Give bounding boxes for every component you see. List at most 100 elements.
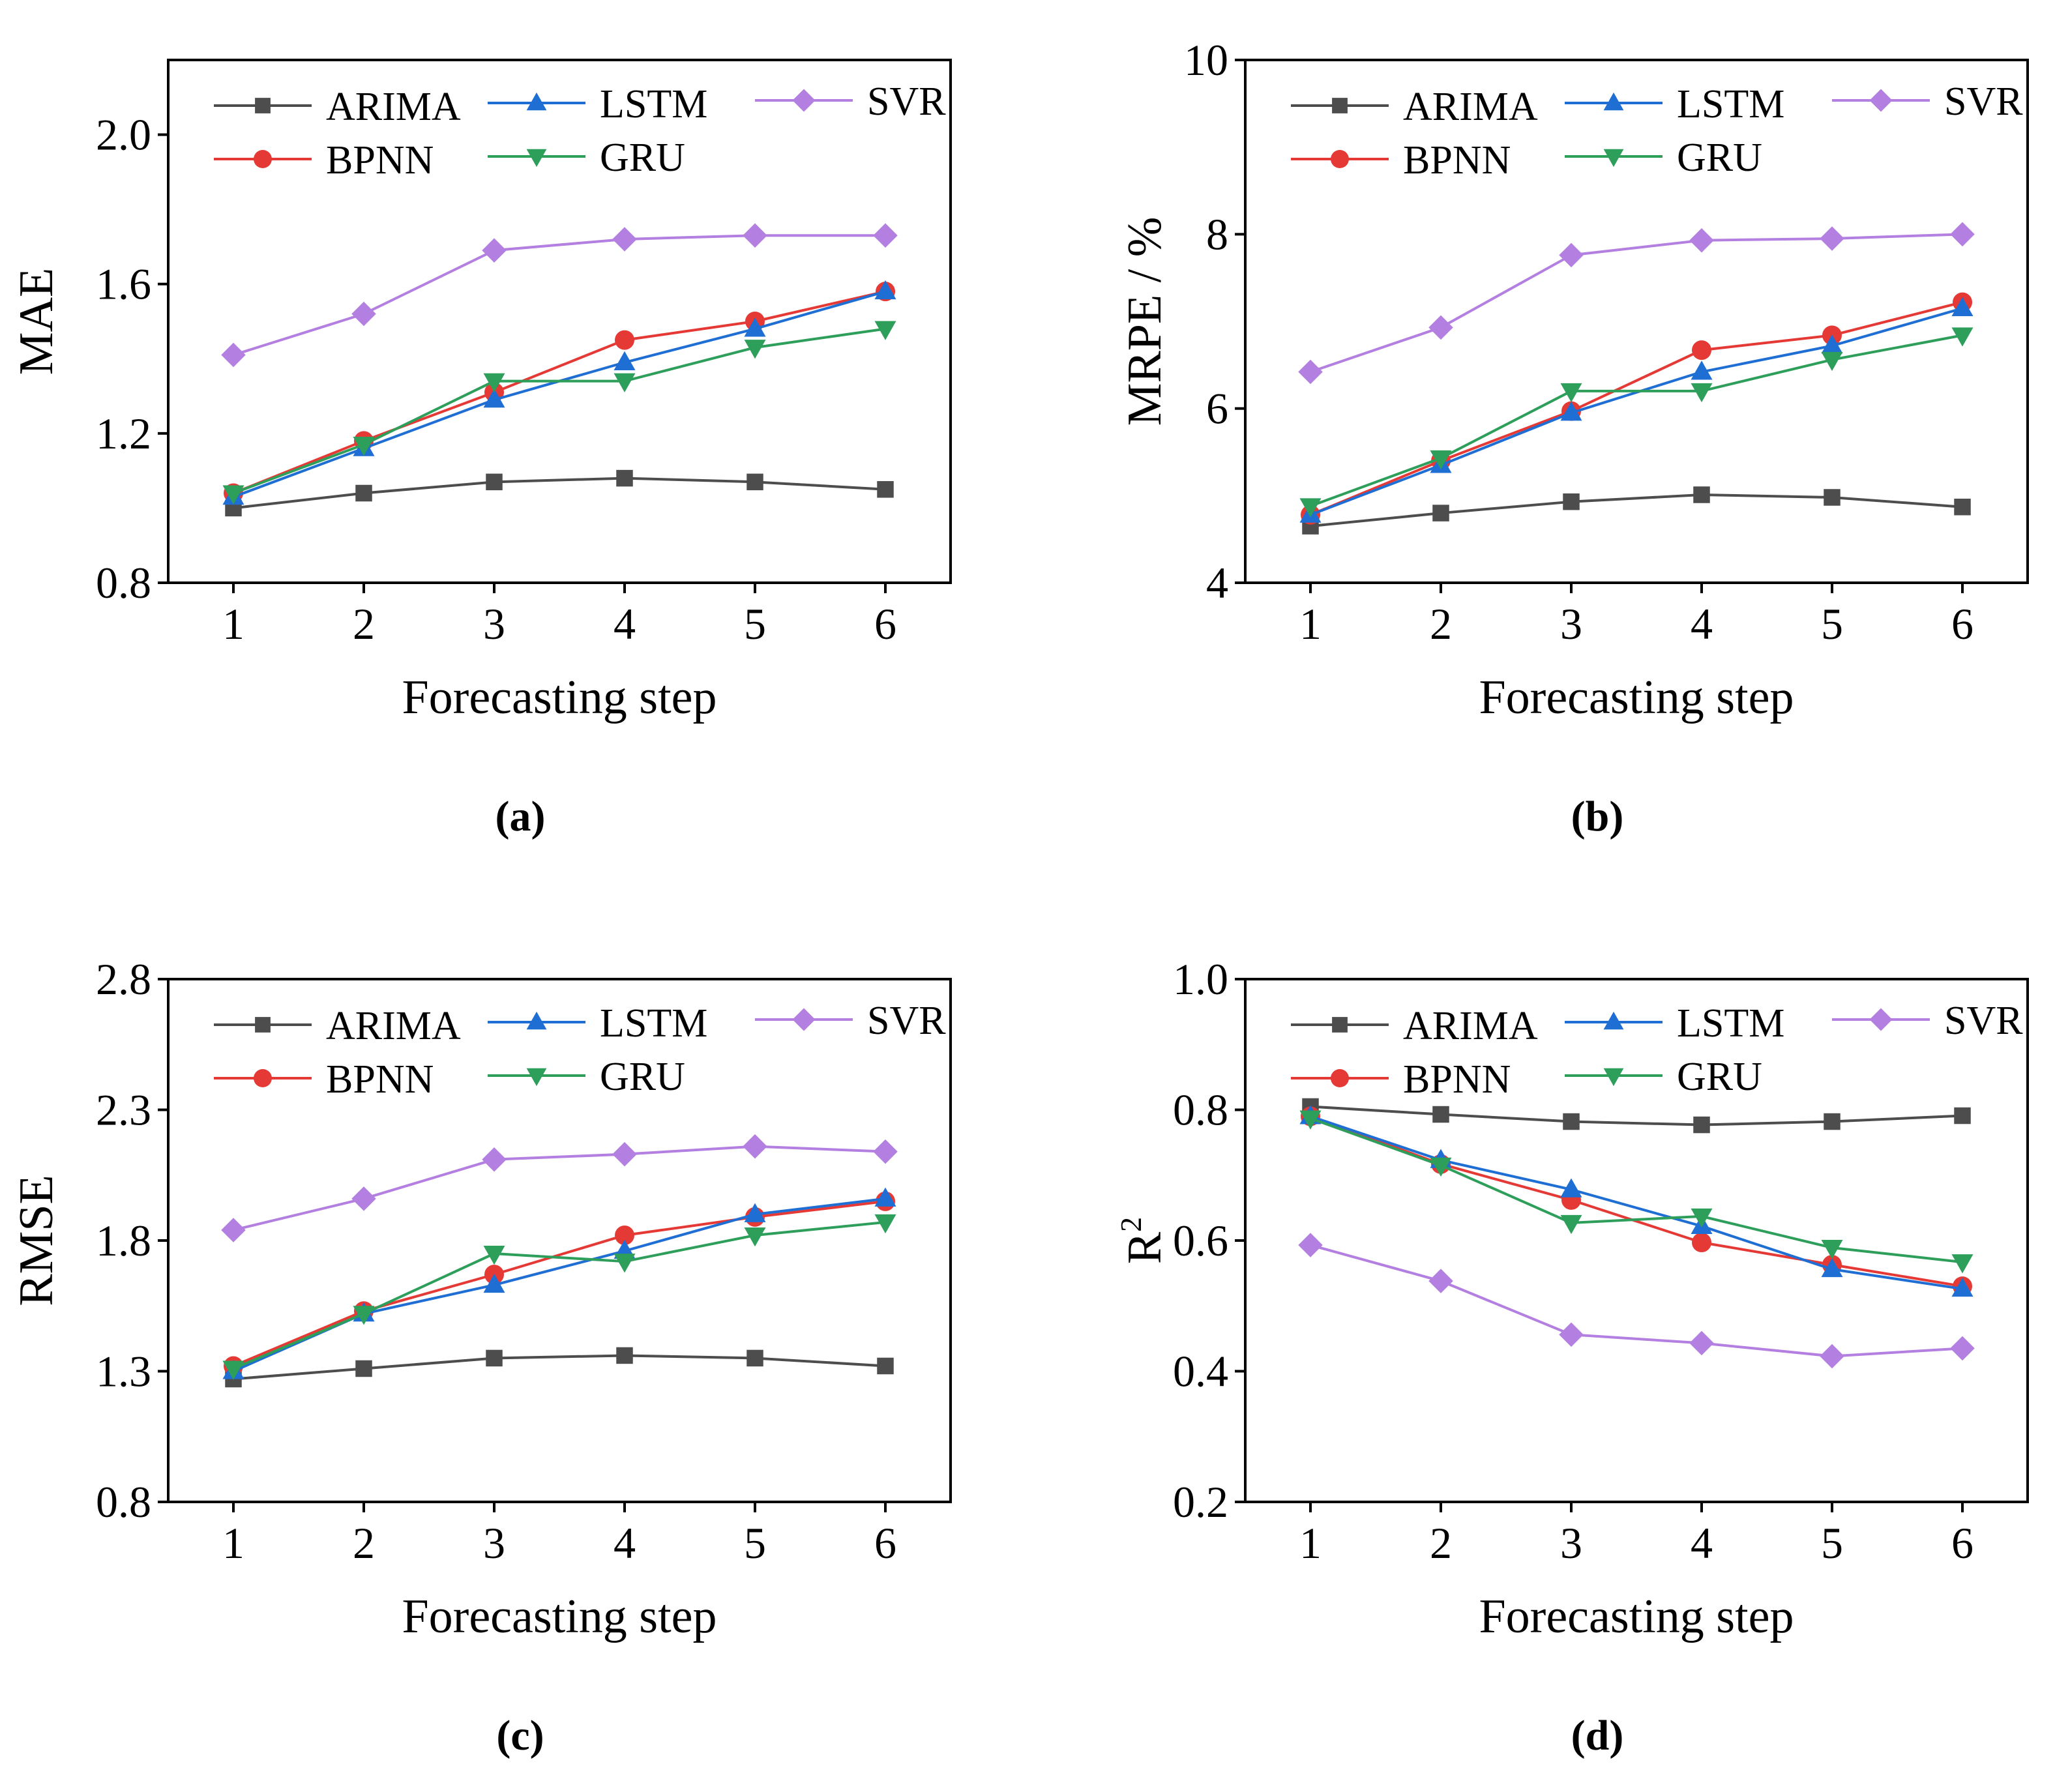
- legend: ARIMA BPNN LSTM GRU SVR: [214, 80, 946, 183]
- data-point: [1560, 1214, 1582, 1235]
- data-point: [483, 389, 505, 408]
- plot-frame: [167, 978, 952, 1503]
- x-tick-label: 4: [614, 1518, 636, 1568]
- chart-panel-a: 0.8 1.2 1.6 2.0 1 2 3 4 5 6 Forecasting step MAE (a)…: [10, 59, 952, 840]
- x-tick-label: 4: [1691, 599, 1713, 649]
- data-point: [1691, 383, 1713, 403]
- legend-item-lstm: LSTM: [1565, 82, 1784, 126]
- data-point: [1430, 1157, 1452, 1177]
- legend-marker: [1332, 98, 1348, 113]
- series-bpnn: [1301, 1106, 1972, 1297]
- data-point: [482, 1147, 507, 1172]
- y-tick-label: 0.8: [96, 558, 151, 608]
- series-gru: [222, 1214, 896, 1380]
- data-point: [614, 1254, 636, 1273]
- data-point: [1563, 1113, 1580, 1130]
- y-tick-label: 2.3: [96, 1085, 151, 1135]
- series-gru: [222, 321, 896, 505]
- series-bpnn: [224, 1191, 895, 1376]
- legend-marker: [1332, 1017, 1348, 1033]
- series-line: [1310, 1117, 1963, 1264]
- x-axis-title: Forecasting step: [1479, 671, 1794, 724]
- legend-label: ARIMA: [326, 85, 461, 129]
- y-axis-title: MAE: [10, 268, 63, 375]
- legend-marker: [255, 98, 271, 113]
- data-point: [616, 469, 633, 487]
- x-tick-label: 1: [1299, 599, 1322, 649]
- y-tick-label: 6: [1206, 384, 1228, 433]
- data-point: [1820, 226, 1844, 251]
- legend-label: ARIMA: [326, 1004, 461, 1048]
- plot-frame: [167, 59, 952, 584]
- series-line: [1310, 334, 1963, 508]
- x-axis-title: Forecasting step: [402, 1590, 717, 1643]
- series-bpnn: [224, 282, 895, 503]
- series-line: [1310, 1244, 1963, 1358]
- series-gru: [1299, 1110, 1974, 1274]
- data-point: [353, 1306, 375, 1325]
- data-point: [1692, 340, 1711, 360]
- data-point: [612, 1141, 637, 1167]
- legend-label: GRU: [1677, 1055, 1762, 1099]
- x-tick-label: 5: [744, 599, 766, 649]
- legend-label: GRU: [600, 1055, 685, 1099]
- legend-marker: [254, 150, 272, 168]
- legend-label: BPNN: [1403, 138, 1511, 183]
- y-axis-title-superscript: 2: [1114, 1217, 1147, 1232]
- data-point: [874, 1214, 896, 1234]
- legend-marker: [1869, 89, 1893, 112]
- data-point: [612, 227, 637, 252]
- y-tick-label: 1.6: [96, 259, 151, 309]
- data-point: [1820, 1344, 1844, 1369]
- series-line: [233, 1145, 886, 1231]
- data-point: [744, 317, 766, 337]
- legend-item-arima: ARIMA: [214, 85, 461, 129]
- legend-label: LSTM: [1677, 1001, 1784, 1046]
- legend-marker: [1603, 92, 1624, 111]
- data-point: [1821, 334, 1843, 354]
- data-point: [1299, 498, 1322, 518]
- plot-frame: [1244, 978, 2029, 1503]
- data-point: [874, 321, 896, 340]
- legend-label: SVR: [1944, 999, 2023, 1043]
- x-tick-label: 1: [222, 599, 244, 649]
- legend-marker: [1869, 1008, 1893, 1031]
- legend-label: BPNN: [326, 1057, 434, 1102]
- y-tick-label: 0.8: [96, 1477, 151, 1527]
- data-point: [614, 351, 636, 371]
- legend-item-lstm: LSTM: [1565, 1001, 1784, 1046]
- data-point: [1691, 1208, 1713, 1228]
- series-line: [1310, 233, 1963, 374]
- legend-marker: [792, 89, 816, 112]
- legend-marker: [254, 1069, 272, 1087]
- data-point: [221, 342, 246, 368]
- x-tick-label: 2: [353, 599, 375, 649]
- y-tick-label: 4: [1206, 558, 1228, 608]
- series-arima: [1302, 1098, 1971, 1134]
- series-line: [233, 234, 885, 357]
- y-tick-label: 0.8: [1173, 1085, 1228, 1135]
- legend-label: SVR: [867, 999, 946, 1043]
- legend-marker: [1603, 149, 1624, 168]
- data-point: [1824, 489, 1841, 506]
- data-point: [1821, 351, 1843, 372]
- data-point: [353, 437, 375, 456]
- x-tick-label: 3: [483, 599, 505, 649]
- y-tick-label: 1.8: [96, 1216, 151, 1265]
- data-point: [744, 1227, 766, 1247]
- series-bpnn: [1301, 292, 1972, 525]
- x-tick-label: 1: [222, 1518, 244, 1568]
- data-point: [615, 330, 634, 350]
- data-point: [1560, 1178, 1582, 1197]
- data-point: [1951, 1254, 1974, 1274]
- x-tick-label: 5: [1821, 1518, 1843, 1568]
- legend-item-svr: SVR: [755, 999, 946, 1043]
- series-line: [233, 1220, 886, 1370]
- series-gru: [1299, 327, 1974, 518]
- data-point: [1560, 402, 1582, 421]
- data-point: [221, 1218, 246, 1242]
- panel-label: (c): [496, 1712, 544, 1759]
- legend-item-svr: SVR: [755, 80, 946, 124]
